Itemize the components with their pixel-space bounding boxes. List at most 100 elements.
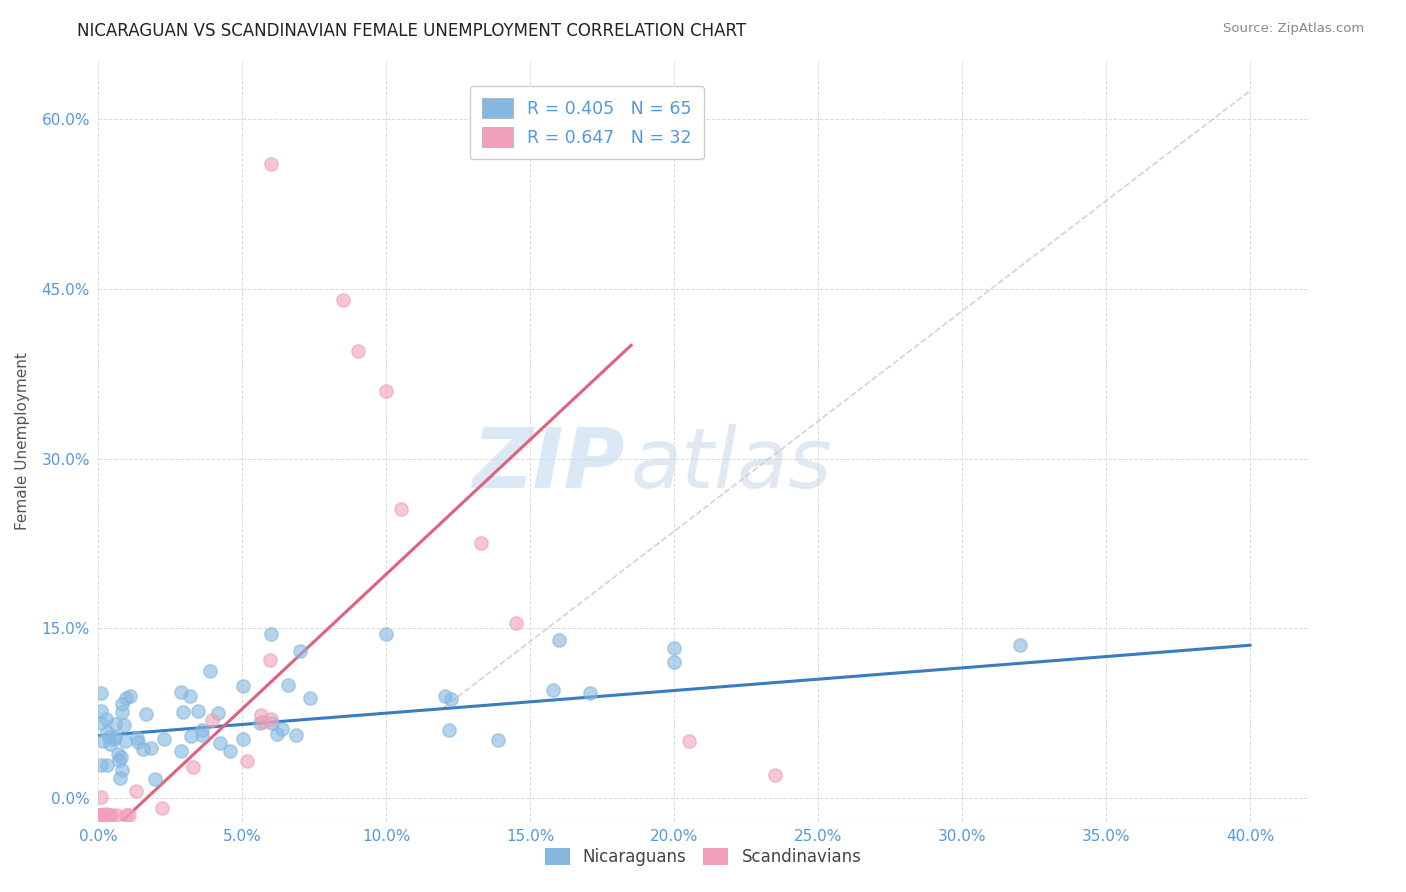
Point	[90, 808, 112, 822]
Point	[191, 728, 214, 742]
Point	[285, 728, 308, 742]
Legend: R = 0.405   N = 65, R = 0.647   N = 32: R = 0.405 N = 65, R = 0.647 N = 32	[470, 87, 704, 160]
Point	[541, 683, 564, 698]
Point	[108, 772, 131, 786]
Point	[90, 808, 112, 822]
Point	[440, 691, 463, 706]
Point	[114, 734, 136, 748]
Point	[96, 757, 118, 772]
Point	[135, 706, 157, 721]
Point	[181, 760, 204, 774]
Point	[98, 738, 121, 752]
Point	[486, 733, 509, 747]
Point	[111, 763, 134, 777]
Point	[200, 664, 222, 678]
Point	[152, 732, 174, 747]
Point	[332, 293, 354, 307]
Point	[90, 789, 112, 804]
Text: atlas: atlas	[630, 424, 832, 505]
Point	[346, 344, 368, 359]
Point	[252, 714, 274, 729]
Point	[266, 726, 288, 740]
Point	[288, 644, 311, 658]
Point	[97, 808, 120, 822]
Point	[201, 713, 224, 727]
Point	[187, 704, 209, 718]
Point	[139, 741, 162, 756]
Point	[1008, 638, 1031, 652]
Point	[143, 772, 166, 786]
Point	[93, 733, 115, 747]
Text: NICARAGUAN VS SCANDINAVIAN FEMALE UNEMPLOYMENT CORRELATION CHART: NICARAGUAN VS SCANDINAVIAN FEMALE UNEMPL…	[77, 22, 747, 40]
Point	[470, 536, 492, 550]
Point	[111, 697, 134, 711]
Point	[678, 734, 700, 748]
Point	[179, 690, 201, 704]
Point	[90, 686, 112, 700]
Point	[115, 690, 138, 705]
Point	[127, 735, 149, 749]
Point	[111, 705, 134, 719]
Point	[97, 808, 120, 822]
Point	[125, 784, 148, 798]
Point	[110, 750, 132, 764]
Point	[434, 690, 457, 704]
Point	[259, 653, 281, 667]
Point	[125, 731, 148, 745]
Text: ZIP: ZIP	[472, 424, 624, 505]
Point	[276, 678, 298, 692]
Point	[207, 706, 229, 720]
Point	[208, 736, 231, 750]
Point	[437, 723, 460, 737]
Point	[100, 808, 122, 822]
Point	[90, 704, 112, 718]
Point	[172, 706, 194, 720]
Point	[191, 723, 214, 737]
Point	[104, 808, 127, 822]
Text: Source: ZipAtlas.com: Source: ZipAtlas.com	[1223, 22, 1364, 36]
Point	[104, 730, 127, 744]
Point	[170, 685, 193, 699]
Point	[389, 502, 412, 516]
Point	[96, 725, 118, 739]
Point	[260, 712, 283, 726]
Legend: Nicaraguans, Scandinavians: Nicaraguans, Scandinavians	[536, 840, 870, 875]
Point	[236, 754, 259, 768]
Point	[90, 808, 112, 822]
Point	[120, 689, 142, 703]
Point	[91, 808, 114, 822]
Point	[260, 157, 283, 171]
Point	[262, 716, 284, 731]
Point	[298, 690, 321, 705]
Point	[96, 712, 118, 726]
Point	[375, 384, 398, 398]
Point	[112, 718, 135, 732]
Point	[108, 753, 131, 767]
Point	[103, 717, 125, 731]
Point	[664, 640, 686, 655]
Point	[90, 808, 112, 822]
Point	[578, 686, 600, 700]
Point	[260, 627, 283, 641]
Point	[548, 632, 571, 647]
Point	[249, 716, 271, 731]
Point	[232, 731, 254, 746]
Point	[90, 716, 112, 731]
Point	[150, 801, 173, 815]
Point	[375, 627, 398, 641]
Point	[170, 744, 193, 758]
Point	[98, 731, 121, 745]
Point	[763, 768, 786, 782]
Point	[107, 747, 129, 762]
Point	[664, 655, 686, 669]
Point	[232, 679, 254, 693]
Y-axis label: Female Unemployment: Female Unemployment	[15, 352, 31, 531]
Point	[90, 808, 112, 822]
Point	[94, 807, 117, 822]
Point	[118, 808, 141, 822]
Point	[219, 744, 242, 758]
Point	[249, 708, 271, 723]
Point	[90, 758, 112, 772]
Point	[180, 729, 202, 743]
Point	[271, 722, 294, 736]
